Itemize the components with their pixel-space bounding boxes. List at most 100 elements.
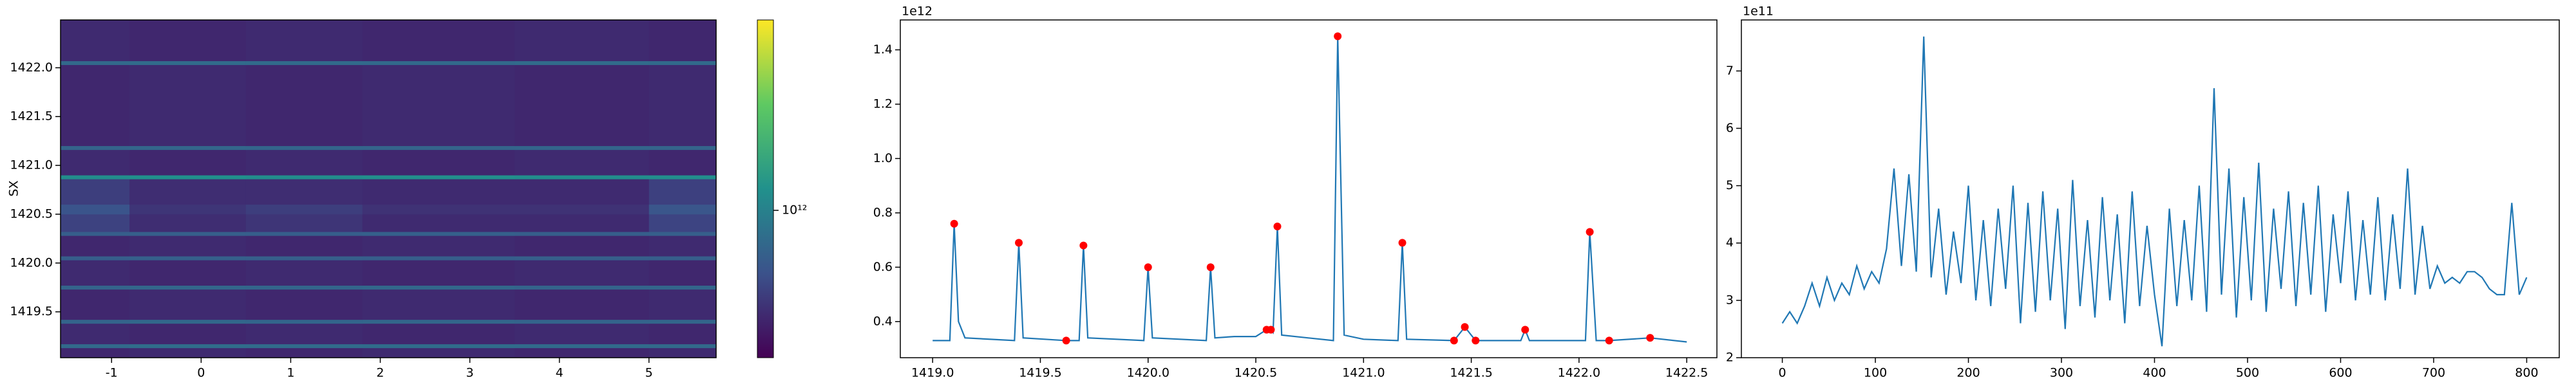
x-tick-label: -1 [106, 366, 118, 380]
heatmap-cell [129, 256, 247, 261]
offset-label: 1e12 [902, 5, 933, 19]
heatmap-cell [649, 235, 717, 257]
heatmap-cell [649, 260, 717, 286]
heatmap-cell [515, 214, 650, 232]
heatmap-cell [245, 214, 363, 232]
heatmap-cell [129, 179, 247, 205]
heatmap-cell [129, 260, 247, 286]
x-tick-label: 1422.5 [1665, 366, 1708, 380]
heatmap-cell [61, 179, 130, 205]
heatmap-cell [515, 319, 650, 324]
heatmap-cell [362, 145, 515, 151]
heatmap-cell [649, 149, 717, 176]
heatmap-cell [129, 149, 247, 176]
heatmap-cell [245, 204, 363, 215]
heatmap-cell [362, 149, 515, 176]
y-tick-label: 1421.0 [10, 158, 53, 172]
heatmap-cell [515, 20, 650, 62]
heatmap-cell [515, 344, 650, 349]
heatmap-cell [649, 323, 717, 345]
y-tick-label: 1.4 [873, 42, 893, 57]
x-tick-label: 800 [2515, 366, 2538, 380]
heatmap-cell [61, 289, 130, 320]
heatmap-cell [245, 289, 363, 320]
peak-marker [1521, 326, 1530, 334]
heatmap-cell [129, 232, 247, 236]
x-tick-label: 1420.0 [1127, 366, 1170, 380]
heatmap-cell [129, 289, 247, 320]
heatmap-cell [61, 232, 130, 236]
peak-marker [1015, 239, 1023, 247]
heatmap-cell [129, 64, 247, 147]
x-tick-label: 200 [1956, 366, 1980, 380]
heatmap-cell [245, 260, 363, 286]
x-tick-label: 1419.5 [1019, 366, 1061, 380]
heatmap-cell [129, 214, 247, 232]
y-tick-label: 1.0 [873, 151, 893, 165]
peak-marker [1450, 336, 1458, 345]
heatmap-cell [245, 175, 363, 179]
heatmap-cell [515, 347, 650, 358]
y-tick-label: 5 [1726, 178, 1734, 192]
heatmap-cell [515, 149, 650, 176]
y-tick-label: 3 [1726, 293, 1734, 307]
peak-marker [1144, 263, 1152, 271]
x-tick-label: 2 [376, 366, 384, 380]
x-tick-label: 1419.0 [911, 366, 954, 380]
heatmap-cell [362, 175, 515, 179]
peak-marker [1206, 263, 1215, 271]
heatmap-cell [129, 323, 247, 345]
heatmap-cell [649, 347, 717, 358]
axes-frame [900, 19, 1718, 358]
heatmap-cell [362, 235, 515, 257]
x-tick-label: 600 [2329, 366, 2352, 380]
heatmap-cell [515, 204, 650, 215]
heatmap-cell [61, 149, 130, 176]
heatmap-cell [515, 60, 650, 66]
heatmap-cell [61, 204, 130, 215]
x-tick-label: 4 [556, 366, 564, 380]
peak-marker [1079, 241, 1088, 250]
heatmap-cell [245, 235, 363, 257]
heatmap-cell [245, 149, 363, 176]
peak-marker [1461, 323, 1469, 331]
heatmap-cell [515, 323, 650, 345]
x-tick-label: 0 [197, 366, 205, 380]
heatmap-cell [245, 285, 363, 290]
heatmap-cell [61, 319, 130, 324]
y-tick-label: 6 [1726, 121, 1734, 135]
heatmap-cell [245, 319, 363, 324]
heatmap-cell [362, 260, 515, 286]
heatmap-cell [129, 60, 247, 66]
heatmap-cell [649, 232, 717, 236]
y-tick-label: 0.8 [873, 205, 893, 219]
heatmap-cell [245, 60, 363, 66]
heatmap-cell [245, 179, 363, 205]
peak-marker [1267, 326, 1275, 334]
heatmap-cell [362, 256, 515, 261]
y-tick-label: 1421.5 [10, 109, 53, 124]
peak-marker [1398, 239, 1406, 247]
x-tick-label: 1422.0 [1558, 366, 1600, 380]
heatmap-cell [649, 214, 717, 232]
heatmap-cell [515, 289, 650, 320]
x-tick-label: 400 [2143, 366, 2166, 380]
heatmap-cell [129, 20, 247, 62]
heatmap-cell [61, 344, 130, 349]
axes-frame [1741, 19, 2560, 358]
heatmap-cell [649, 179, 717, 205]
heatmap-cell [362, 20, 515, 62]
x-tick-label: 500 [2236, 366, 2259, 380]
heatmap-cell [61, 175, 130, 179]
heatmap-cell [61, 60, 130, 66]
heatmap-cell [515, 285, 650, 290]
heatmap-cell [362, 344, 515, 349]
heatmap-cell [362, 60, 515, 66]
heatmap-cell [245, 232, 363, 236]
heatmap-cell [649, 256, 717, 261]
heatmap-cell [245, 145, 363, 151]
x-tick-label: 300 [2050, 366, 2073, 380]
heatmap-cell [362, 347, 515, 358]
heatmap-cell [129, 319, 247, 324]
